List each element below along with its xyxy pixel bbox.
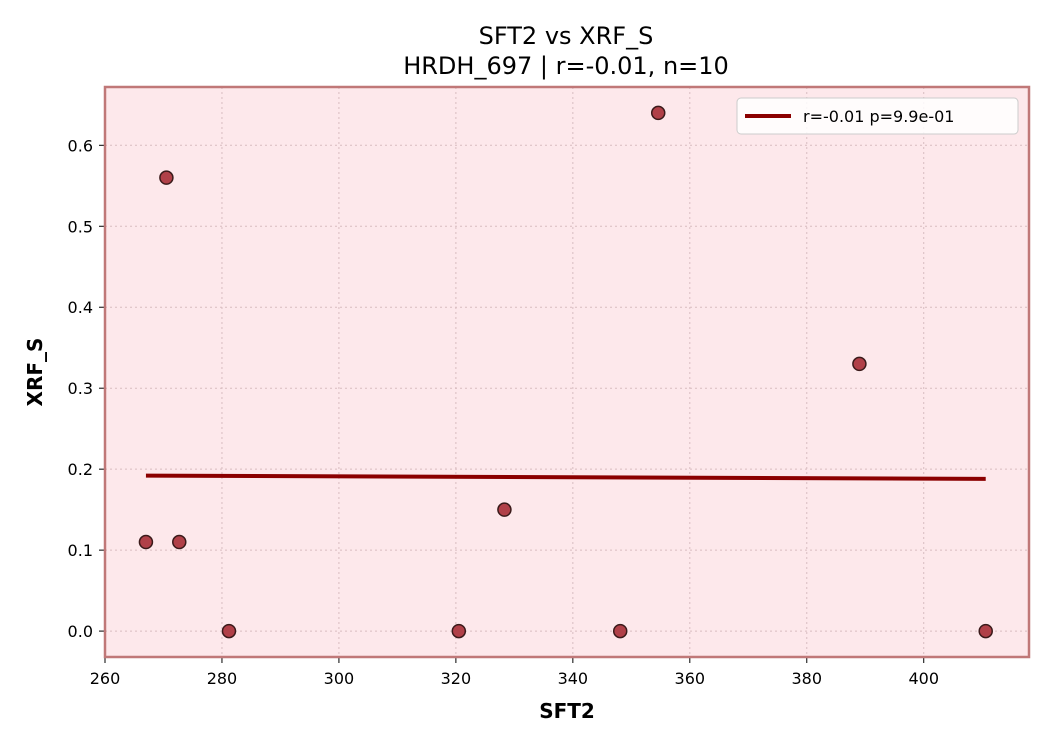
x-tick-label: 280 [207,669,238,688]
data-point [138,534,154,550]
fit-line-layer [145,473,986,481]
data-point [497,502,512,517]
legend-box [736,97,1019,135]
data-point [650,105,666,121]
data-point [172,534,187,550]
grid [104,87,1029,657]
y-tick-label: 0.2 [68,460,93,479]
plot-frame [103,85,1031,659]
x-tick-label: 300 [324,669,355,688]
data-point [612,623,628,639]
fit-line [145,473,986,481]
y-tick-label: 0.3 [68,379,93,398]
data-point [451,623,467,639]
legend-label: r=-0.01 p=9.9e-01 [803,107,954,126]
y-tick-label: 0.1 [68,541,93,560]
x-tick-label: 360 [675,669,706,688]
data-point [159,170,174,185]
y-tick-label: 0.6 [68,136,93,155]
x-tick-label: 380 [791,669,822,688]
x-axis-label: SFT2 [539,699,595,723]
data-point [221,623,237,639]
data-point [978,623,993,639]
chart-subtitle: HRDH_697 | r=-0.01, n=10 [403,52,729,80]
chart-title: SFT2 vs XRF_S [479,22,654,50]
x-tick-label: 340 [558,669,589,688]
y-axis-label: XRF_S [23,338,47,407]
x-tick-label: 260 [90,669,121,688]
x-tick-label: 320 [441,669,472,688]
data-point [852,356,867,372]
x-axis-ticks: 260 280 300 320 340 360 380 400 [90,657,939,688]
y-tick-label: 0.4 [68,298,93,317]
legend: r=-0.01 p=9.9e-01 [736,97,1019,135]
plot-area [105,87,1029,657]
y-tick-label: 0.0 [68,622,93,641]
y-axis-ticks: 0.0 0.1 0.2 0.3 0.4 0.5 0.6 [68,136,105,641]
y-tick-label: 0.5 [68,217,93,236]
x-tick-label: 400 [908,669,939,688]
points-layer [138,105,993,639]
